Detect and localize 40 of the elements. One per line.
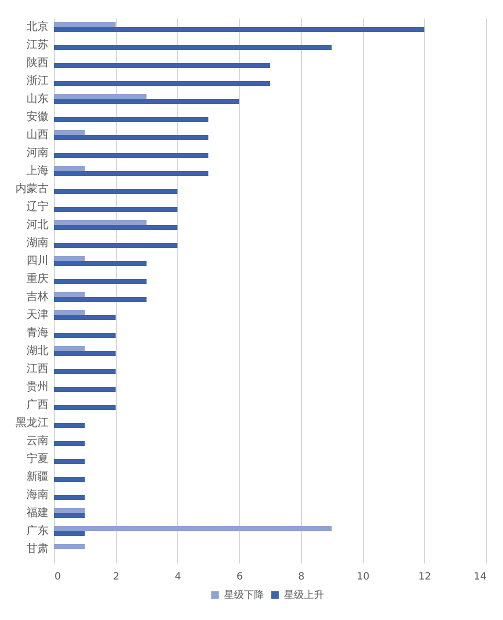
y-tick-label: 天津 — [26, 308, 48, 321]
y-tick-label: 四川 — [26, 254, 48, 267]
y-tick-label: 广西 — [26, 398, 48, 411]
y-tick-label: 云南 — [26, 434, 48, 447]
y-tick-label: 浙江 — [26, 74, 48, 87]
legend-label: 星级下降 — [224, 589, 264, 601]
y-tick-label: 河北 — [26, 218, 48, 231]
x-tick-label: 12 — [418, 572, 432, 582]
y-tick-label: 河南 — [26, 146, 48, 159]
y-tick-label: 新疆 — [26, 470, 48, 483]
x-tick-label: 10 — [356, 572, 370, 582]
x-tick-label: 8 — [298, 572, 305, 582]
y-tick-label: 上海 — [26, 164, 48, 177]
x-tick-label: 4 — [174, 572, 182, 582]
y-tick-label: 安徽 — [26, 110, 48, 123]
y-tick-label: 陕西 — [26, 56, 48, 69]
x-tick-label: 14 — [474, 572, 486, 582]
y-tick-label: 宁夏 — [26, 452, 48, 465]
y-tick-label: 湖南 — [26, 236, 48, 249]
y-tick-label: 甘肃 — [26, 542, 48, 555]
y-tick-label: 吉林 — [26, 290, 48, 303]
y-tick-label: 黑龙江 — [16, 416, 48, 429]
y-tick-label: 重庆 — [26, 272, 48, 285]
y-tick-label: 内蒙古 — [16, 182, 48, 195]
y-tick-label: 海南 — [26, 488, 48, 501]
y-tick-label: 贵州 — [26, 380, 48, 393]
y-tick-label: 广东 — [26, 524, 48, 537]
y-tick-label: 青海 — [26, 326, 48, 339]
y-tick-label: 辽宁 — [26, 200, 48, 213]
x-tick-label: 0 — [54, 572, 61, 582]
y-tick-label: 江西 — [26, 362, 48, 375]
legend-label: 星级上升 — [284, 589, 324, 601]
y-tick-label: 山西 — [26, 128, 48, 141]
y-tick-label: 山东 — [26, 92, 48, 105]
x-tick-label: 2 — [113, 572, 120, 582]
y-tick-label: 湖北 — [26, 344, 48, 357]
y-tick-label: 江苏 — [26, 38, 48, 51]
y-tick-label: 北京 — [26, 20, 48, 33]
x-tick-label: 6 — [236, 572, 243, 582]
y-tick-label: 福建 — [26, 506, 48, 519]
